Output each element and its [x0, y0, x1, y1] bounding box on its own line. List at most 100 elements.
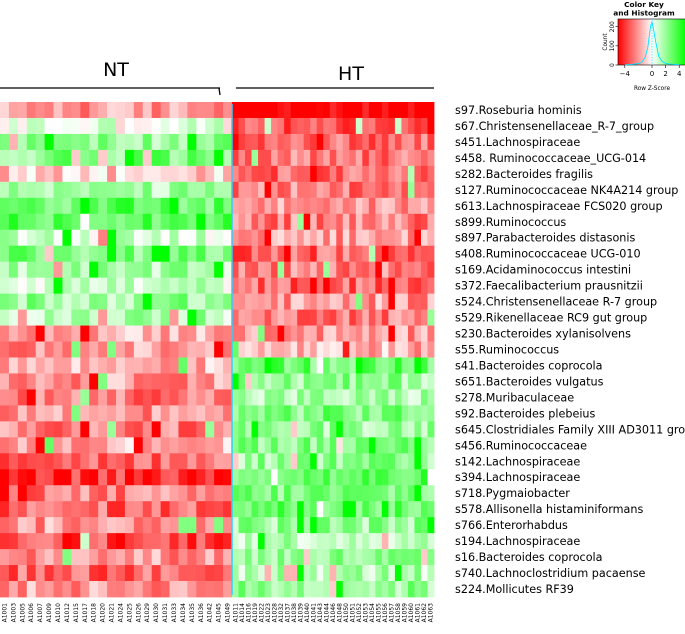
- heatmap-cell: [264, 453, 272, 470]
- heatmap-cell: [62, 165, 72, 183]
- heatmap-cell: [17, 389, 28, 406]
- heatmap-cell: [160, 565, 170, 582]
- heatmap-cell: [245, 453, 252, 470]
- heatmap-cell: [427, 293, 435, 310]
- column-label: A1045: [216, 603, 223, 623]
- heatmap-cell: [368, 213, 376, 231]
- heatmap-cell: [355, 133, 363, 151]
- heatmap-cell: [169, 133, 179, 151]
- heatmap-cell: [290, 293, 298, 310]
- heatmap-cell: [214, 421, 224, 438]
- heatmap-cell: [258, 293, 265, 310]
- heatmap-cell: [80, 165, 90, 183]
- heatmap-cell: [89, 405, 99, 422]
- heatmap-cell: [251, 373, 259, 390]
- heatmap-cell: [238, 325, 246, 342]
- heatmap-cell: [116, 261, 126, 279]
- heatmap-cell: [17, 181, 28, 199]
- heatmap-cell: [368, 421, 376, 438]
- heatmap-cell: [133, 389, 144, 406]
- heatmap-cell: [116, 565, 126, 582]
- column-label: A1007: [37, 603, 44, 623]
- heatmap-cell: [381, 197, 389, 215]
- heatmap-cell: [107, 405, 117, 422]
- heatmap-cell: [35, 133, 46, 151]
- heatmap-cell: [414, 517, 422, 534]
- heatmap-cell: [223, 102, 233, 119]
- heatmap-cell: [98, 581, 108, 598]
- heatmap-cell: [277, 277, 285, 295]
- heatmap-cell: [381, 181, 389, 199]
- heatmap-cell: [116, 517, 126, 534]
- heatmap-cell: [420, 309, 428, 326]
- heatmap-cell: [407, 181, 415, 199]
- heatmap-cell: [303, 229, 311, 247]
- heatmap-cell: [349, 293, 357, 310]
- heatmap-cell: [258, 581, 265, 598]
- heatmap-cell: [53, 181, 63, 199]
- heatmap-cell: [420, 325, 428, 342]
- heatmap-cell: [116, 533, 126, 550]
- heatmap-cell: [196, 469, 206, 486]
- heatmap-cell: [160, 421, 170, 438]
- heatmap-cell: [258, 485, 265, 502]
- heatmap-cell: [107, 533, 117, 550]
- heatmap-cell: [62, 357, 72, 374]
- heatmap-cell: [336, 117, 344, 135]
- heatmap-cell: [323, 197, 331, 215]
- heatmap-cell: [169, 165, 179, 183]
- heatmap-cell: [284, 102, 292, 119]
- heatmap-cell: [98, 197, 108, 215]
- heatmap-cell: [368, 437, 376, 454]
- heatmap-cell: [323, 437, 331, 454]
- column-label: A1037: [284, 603, 291, 623]
- heatmap-cell: [187, 373, 197, 390]
- heatmap-cell: [264, 149, 272, 167]
- heatmap-cell: [223, 245, 233, 263]
- heatmap-cell: [388, 245, 396, 263]
- heatmap-cell: [214, 102, 224, 119]
- heatmap-cell: [53, 421, 63, 438]
- heatmap-cell: [107, 277, 117, 295]
- heatmap-cell: [205, 469, 215, 486]
- heatmap-cell: [368, 309, 376, 326]
- heatmap-cell: [427, 581, 435, 598]
- heatmap-cell: [124, 469, 135, 486]
- heatmap-cell: [178, 581, 188, 598]
- heatmap-cell: [187, 565, 197, 582]
- heatmap-cell: [205, 149, 215, 167]
- heatmap-cell: [35, 389, 46, 406]
- heatmap-cell: [214, 149, 224, 167]
- heatmap-cell: [316, 245, 324, 263]
- heatmap-cell: [98, 229, 108, 247]
- heatmap-cell: [62, 277, 72, 295]
- heatmap-cell: [98, 389, 108, 406]
- heatmap-cell: [264, 245, 272, 263]
- heatmap-cell: [342, 485, 350, 502]
- heatmap-cell: [277, 565, 285, 582]
- heatmap-cell: [178, 293, 188, 310]
- heatmap-cell: [169, 117, 179, 135]
- heatmap-cell: [258, 357, 265, 374]
- heatmap-cell: [44, 357, 54, 374]
- heatmap-cell: [238, 181, 246, 199]
- heatmap-cell: [245, 213, 252, 231]
- heatmap-cell: [232, 437, 239, 454]
- heatmap-cell: [284, 341, 292, 358]
- heatmap-cell: [169, 373, 179, 390]
- heatmap-cell: [205, 357, 215, 374]
- heatmap-cell: [142, 549, 153, 566]
- heatmap-cell: [71, 229, 81, 247]
- heatmap-cell: [323, 357, 331, 374]
- heatmap-cell: [427, 549, 435, 566]
- column-label: A1033: [171, 603, 178, 623]
- heatmap-cell: [342, 165, 350, 183]
- heatmap-cell: [44, 181, 54, 199]
- heatmap-cell: [8, 309, 19, 326]
- heatmap-cell: [297, 549, 305, 566]
- heatmap-cell: [277, 293, 285, 310]
- heatmap-cell: [336, 277, 344, 295]
- heatmap-cell: [349, 405, 357, 422]
- heatmap-cell: [151, 373, 162, 390]
- heatmap-cell: [8, 165, 19, 183]
